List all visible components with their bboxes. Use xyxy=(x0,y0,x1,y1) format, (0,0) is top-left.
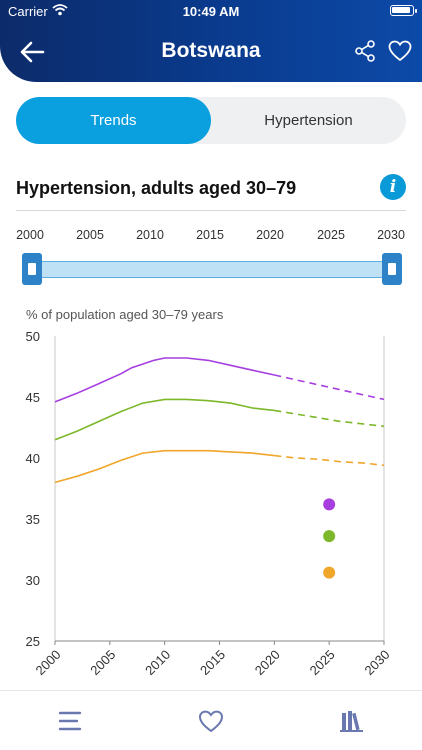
heart-icon xyxy=(388,40,412,62)
target-point xyxy=(323,566,336,579)
target-point xyxy=(323,530,336,543)
series-line-observed xyxy=(54,449,275,484)
series-line-projected xyxy=(274,454,385,467)
x-tick-label: 2025 xyxy=(307,647,338,678)
favorites-icon xyxy=(198,710,224,733)
y-tick-label: 35 xyxy=(26,512,40,527)
y-tick-label: 45 xyxy=(26,390,40,405)
year-range-labels: 2000 2005 2010 2015 2020 2025 2030 xyxy=(0,228,422,246)
carrier-label: Carrier xyxy=(8,4,48,19)
year-label: 2005 xyxy=(76,228,104,242)
year-range-slider[interactable] xyxy=(22,253,402,285)
x-tick-label: 2005 xyxy=(87,647,118,678)
tab-bar: Trends Hypertension xyxy=(16,97,406,144)
share-icon xyxy=(355,40,375,62)
info-button[interactable]: i xyxy=(380,174,406,200)
slider-track[interactable] xyxy=(32,261,392,278)
clock: 10:49 AM xyxy=(182,4,240,19)
year-label: 2000 xyxy=(16,228,44,242)
year-label: 2025 xyxy=(317,228,345,242)
wifi-icon xyxy=(52,4,68,16)
year-label: 2015 xyxy=(196,228,224,242)
y-axis-label: % of population aged 30–79 years xyxy=(26,307,224,322)
slider-start-handle[interactable] xyxy=(22,253,42,285)
x-tick-label: 2030 xyxy=(361,647,392,678)
bottom-tab-bar xyxy=(0,690,422,750)
favorites-button[interactable] xyxy=(197,707,225,735)
library-button[interactable] xyxy=(338,707,366,735)
info-icon: i xyxy=(389,177,397,197)
x-tick-label: 2000 xyxy=(32,647,63,678)
y-tick-label: 40 xyxy=(26,451,40,466)
year-label: 2010 xyxy=(136,228,164,242)
target-point xyxy=(323,498,336,511)
x-tick-label: 2010 xyxy=(142,647,173,678)
year-label: 2020 xyxy=(256,228,284,242)
series-line-observed xyxy=(54,357,275,403)
hypertension-trend-chart: % of population aged 30–79 years 25 30 35 4… xyxy=(26,307,393,678)
arrow-left-icon xyxy=(20,41,45,63)
series-line-projected xyxy=(274,409,385,428)
menu-button[interactable] xyxy=(56,707,84,735)
series-line-observed xyxy=(54,398,275,441)
tab-trends[interactable]: Trends xyxy=(16,97,211,144)
favorite-button[interactable] xyxy=(388,40,412,62)
divider xyxy=(16,210,406,211)
x-tick-label: 2015 xyxy=(197,647,228,678)
page-title: Botswana xyxy=(161,39,261,62)
menu-icon xyxy=(58,711,82,731)
section-title: Hypertension, adults aged 30–79 xyxy=(16,178,297,198)
back-button[interactable] xyxy=(18,40,46,64)
status-bar: Carrier 10:49 AM xyxy=(0,0,422,22)
series-line-projected xyxy=(274,374,385,401)
y-tick-label: 30 xyxy=(26,573,40,588)
x-tick-label: 2020 xyxy=(252,647,283,678)
slider-end-handle[interactable] xyxy=(382,253,402,285)
y-tick-label: 25 xyxy=(26,634,40,649)
tab-hypertension[interactable]: Hypertension xyxy=(264,112,353,129)
library-icon xyxy=(340,711,363,732)
year-label: 2030 xyxy=(377,228,405,242)
app-header xyxy=(0,0,422,82)
battery-icon xyxy=(390,5,417,16)
y-tick-label: 50 xyxy=(26,329,40,344)
share-button[interactable] xyxy=(354,40,376,62)
